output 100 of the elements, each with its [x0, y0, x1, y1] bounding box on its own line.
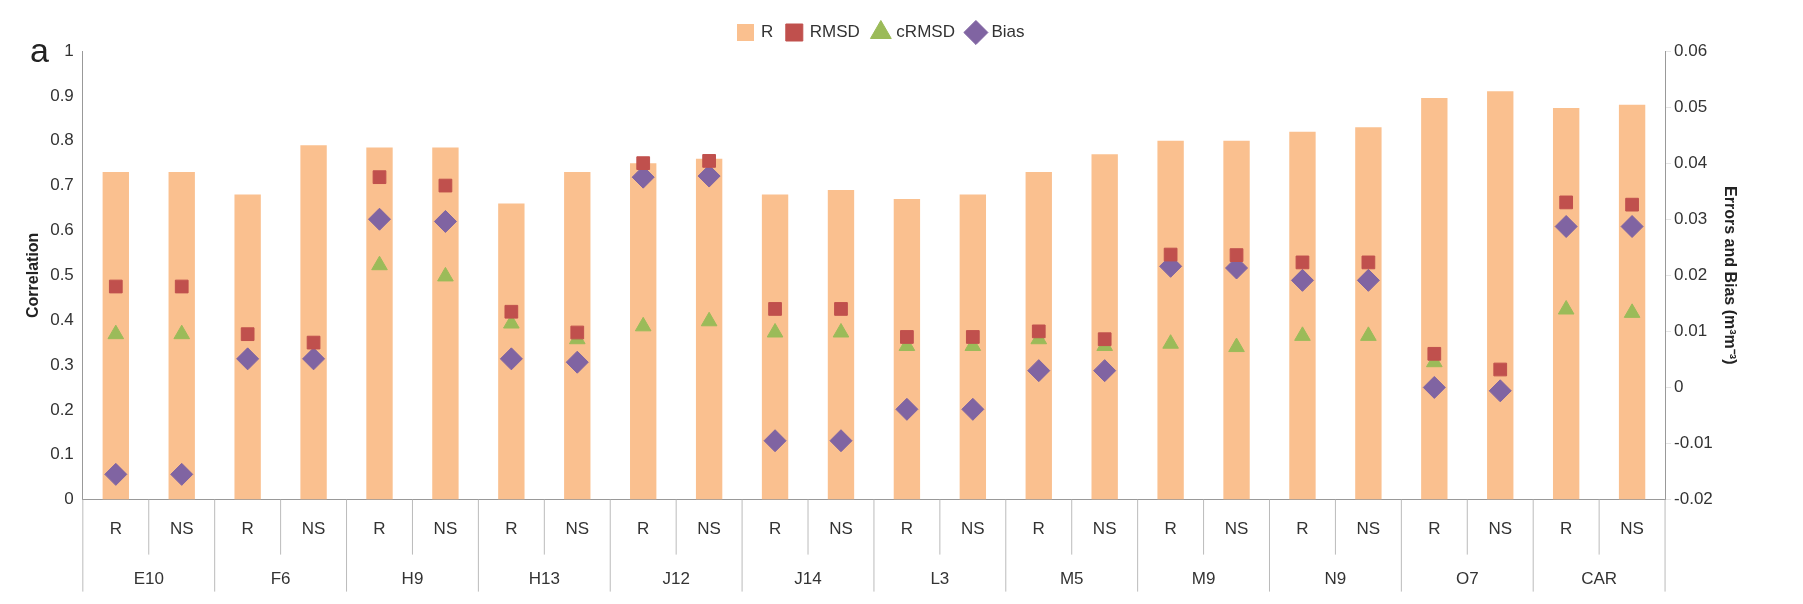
point: [1162, 334, 1179, 349]
point: [565, 350, 589, 374]
text: J14: [794, 569, 822, 589]
point: [766, 323, 784, 338]
x-tick-label: NS: [961, 519, 985, 539]
bar: [102, 172, 129, 500]
bar: [959, 194, 987, 500]
point: [763, 429, 787, 453]
legend-label: Bias: [991, 22, 1025, 42]
point: [1625, 197, 1639, 212]
y-tick-label: 0.9: [50, 85, 74, 105]
text: CAR: [1581, 569, 1618, 589]
point: [433, 209, 457, 233]
y-tick-label: 0.7: [50, 175, 74, 195]
y2-tick-label: 0.04: [1674, 152, 1708, 172]
point: [173, 324, 191, 340]
x-tick-label: R: [373, 519, 386, 539]
point: [636, 156, 651, 171]
x-tick-label: NS: [1488, 519, 1513, 539]
y-tick-label: 1: [64, 40, 74, 60]
text: E10: [133, 569, 164, 589]
x-tick-label: NS: [829, 519, 853, 539]
text: H9: [401, 569, 424, 589]
point: [1620, 215, 1644, 239]
text: F6: [270, 569, 291, 589]
x-tick-label: NS: [169, 519, 194, 539]
x-tick-label: R: [900, 519, 914, 539]
bar: [1091, 154, 1118, 500]
x-tick-label: R: [1560, 519, 1573, 539]
text: J12: [662, 569, 690, 589]
x-tick-label: R: [637, 519, 650, 539]
x-tick-label: R: [1428, 519, 1441, 539]
point: [1290, 268, 1314, 292]
bar: [761, 194, 789, 500]
point: [895, 397, 919, 421]
x-tick-label: R: [1032, 519, 1045, 539]
y2-tick-label: 0.02: [1674, 264, 1708, 284]
point: [1295, 255, 1310, 270]
text: L3: [930, 569, 950, 589]
bar: [1421, 98, 1448, 500]
point: [306, 335, 321, 350]
x-tick-label: NS: [1224, 519, 1249, 539]
point: [634, 316, 652, 332]
point: [702, 154, 716, 168]
bar: [234, 194, 261, 500]
y-tick-label: 0.2: [50, 399, 74, 419]
bar: [564, 172, 591, 500]
bar: [893, 199, 921, 500]
legend-label: cRMSD: [896, 22, 955, 42]
point: [961, 397, 985, 421]
point: [1361, 255, 1376, 270]
point: [1422, 375, 1446, 399]
point: [240, 327, 255, 342]
point: [768, 302, 782, 316]
y2-tick-label: 0.03: [1674, 208, 1708, 228]
x-tick-label: NS: [697, 519, 721, 539]
bar: [1355, 127, 1382, 500]
x-tick-label: NS: [433, 519, 458, 539]
x-tick-label: R: [241, 519, 254, 539]
point: [1229, 248, 1244, 262]
point: [170, 462, 194, 486]
bar: [1025, 172, 1052, 500]
point: [104, 462, 128, 486]
bar: [1552, 107, 1580, 500]
bar: [827, 190, 855, 500]
point: [1027, 359, 1051, 383]
bar: [432, 147, 459, 500]
text: O7: [1455, 569, 1479, 589]
y-tick-label: 0.4: [50, 309, 74, 329]
text: M5: [1059, 569, 1084, 589]
bar: [695, 158, 723, 500]
x-tick-label: R: [505, 519, 518, 539]
bar: [498, 203, 525, 500]
point: [1360, 326, 1377, 341]
y2-axis-title: Errors and Bias (m³m⁻³): [1721, 186, 1739, 365]
point: [1554, 215, 1578, 239]
x-tick-label: R: [768, 519, 782, 539]
point: [372, 170, 387, 185]
y-tick-label: 0: [64, 489, 74, 509]
x-tick-label: R: [1164, 519, 1177, 539]
x-tick-label: NS: [565, 519, 590, 539]
x-tick-label: NS: [1620, 519, 1644, 539]
y-tick-label: 0.3: [50, 354, 74, 374]
point: [700, 311, 718, 327]
point: [236, 347, 260, 371]
point: [504, 304, 519, 319]
bar: [630, 163, 657, 500]
y-axis-title: Correlation: [24, 232, 42, 318]
y2-tick-label: 0.06: [1674, 40, 1708, 60]
point: [1163, 247, 1178, 262]
point: [1623, 303, 1641, 318]
bar: [168, 172, 195, 500]
point: [570, 325, 585, 340]
bar: [1618, 104, 1646, 500]
point: [1493, 362, 1508, 377]
bar: [300, 145, 327, 500]
point: [832, 323, 850, 338]
point: [834, 302, 848, 316]
point: [829, 429, 853, 453]
x-tick-label: NS: [1356, 519, 1381, 539]
